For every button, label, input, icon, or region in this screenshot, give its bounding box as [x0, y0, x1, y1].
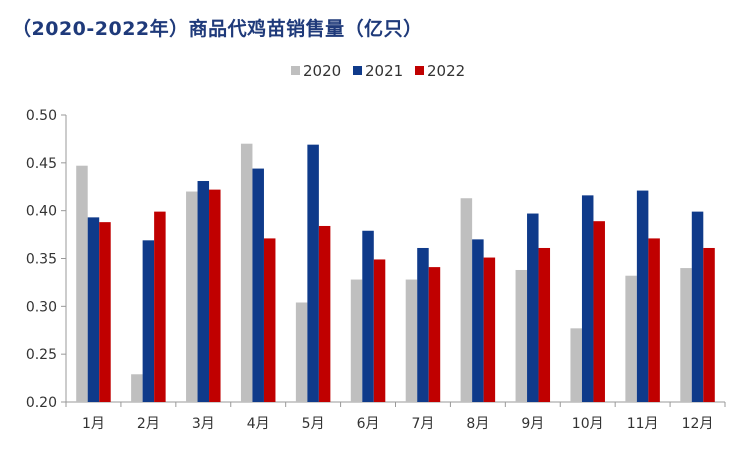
- bar-2020-12: [680, 268, 692, 402]
- bar-2022-5: [318, 225, 331, 402]
- y-tick-label: 0.40: [26, 204, 57, 220]
- x-tick-label: 1月: [82, 416, 105, 432]
- x-tick-label: 6月: [357, 416, 380, 432]
- x-tick-label: 10月: [572, 416, 604, 432]
- bar-2021-5: [307, 144, 319, 402]
- legend-label-2020: 2020: [303, 62, 341, 80]
- y-tick-label: 0.25: [26, 347, 57, 363]
- bar-2022-7: [428, 267, 441, 402]
- bar-2021-7: [417, 247, 429, 402]
- bar-2021-10: [581, 195, 594, 402]
- bar-2022-3: [209, 189, 221, 402]
- chart-title: （2020-2022年）商品代鸡苗销售量（亿只）: [12, 18, 423, 40]
- bar-2020-9: [515, 269, 528, 402]
- bar-2022-9: [538, 247, 551, 402]
- x-tick-label: 11月: [627, 416, 659, 432]
- y-tick-label: 0.20: [26, 395, 57, 411]
- bar-2021-8: [472, 239, 484, 402]
- bar-2020-2: [131, 374, 143, 402]
- bar-2022-10: [593, 221, 605, 402]
- y-tick-label: 0.50: [26, 108, 57, 124]
- x-tick-label: 8月: [466, 416, 489, 432]
- legend: 2020 2021 2022: [291, 62, 465, 80]
- x-tick-label: 12月: [682, 416, 714, 432]
- bar-2021-2: [142, 240, 155, 402]
- bar-2020-8: [460, 198, 473, 402]
- bar-2021-4: [252, 168, 264, 402]
- x-tick-label: 7月: [411, 416, 434, 432]
- bar-2021-12: [691, 211, 704, 402]
- bars: [76, 143, 715, 402]
- bar-2022-6: [373, 259, 386, 402]
- bar-2021-3: [197, 181, 210, 402]
- y-tick-label: 0.35: [26, 252, 57, 268]
- bar-2020-3: [186, 191, 198, 402]
- bar-2021-9: [527, 213, 539, 402]
- x-tick-label: 9月: [521, 416, 544, 432]
- bar-2021-11: [636, 190, 649, 402]
- y-axis: 0.20 0.25 0.30 0.35 0.40 0.45 0.50: [26, 108, 67, 411]
- bar-2022-1: [99, 222, 111, 402]
- y-tick-label: 0.30: [26, 299, 57, 315]
- bar-2020-6: [350, 279, 363, 402]
- bar-2020-10: [570, 328, 582, 402]
- x-axis: 1月 2月 3月 4月 5月 6月 7月 8月 9月 10月 11月 12月: [65, 401, 726, 432]
- legend-label-2022: 2022: [427, 62, 465, 80]
- x-tick-label: 2月: [137, 416, 160, 432]
- legend-swatch-2022: [415, 66, 424, 75]
- bar-2021-1: [87, 217, 100, 402]
- bar-2022-11: [648, 238, 660, 402]
- bar-2021-6: [362, 230, 374, 402]
- legend-swatch-2021: [353, 66, 362, 75]
- bar-2020-7: [405, 279, 418, 402]
- bar-2020-4: [240, 143, 253, 402]
- y-tick-label: 0.45: [26, 156, 57, 172]
- x-tick-label: 5月: [302, 416, 325, 432]
- bar-2020-11: [625, 275, 637, 402]
- x-tick-label: 3月: [192, 416, 215, 432]
- bar-2022-2: [154, 211, 166, 402]
- bar-2020-1: [76, 165, 88, 402]
- legend-label-2021: 2021: [365, 62, 403, 80]
- bar-2022-8: [483, 257, 496, 402]
- bar-2022-4: [263, 238, 276, 402]
- bar-2022-12: [703, 247, 715, 402]
- x-tick-label: 4月: [247, 416, 270, 432]
- legend-swatch-2020: [291, 66, 300, 75]
- bar-2020-5: [295, 302, 308, 402]
